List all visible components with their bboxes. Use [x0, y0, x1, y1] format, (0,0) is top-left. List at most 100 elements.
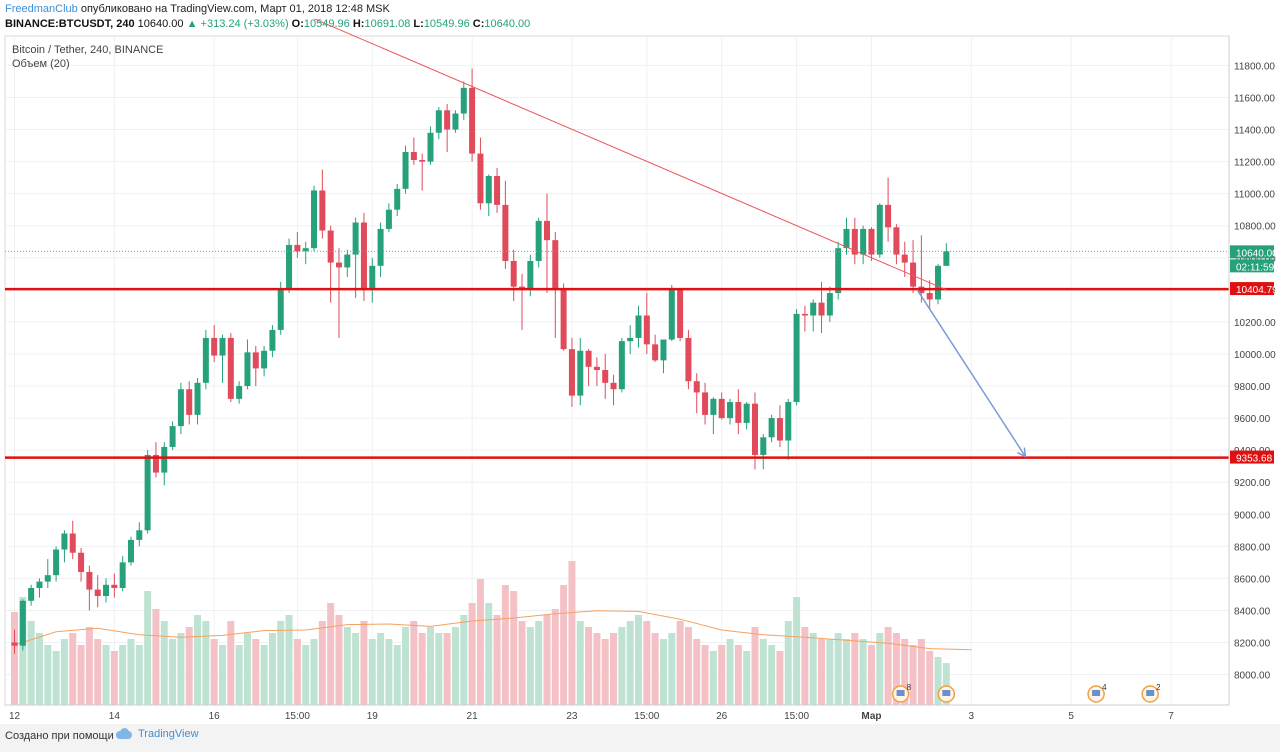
- candle-body: [710, 398, 717, 415]
- tradingview-logo[interactable]: TradingView: [114, 728, 199, 740]
- flag-icon: [1146, 690, 1155, 696]
- level-top-label: 10404.79: [1236, 285, 1278, 296]
- candle-body: [618, 341, 625, 390]
- candle-body: [385, 209, 392, 229]
- candle-body: [668, 289, 675, 340]
- volume-bar: [867, 645, 875, 705]
- candle-body: [194, 382, 201, 415]
- y-tick-label: 9200.00: [1234, 478, 1271, 489]
- x-tick-label: 23: [566, 711, 578, 722]
- volume-bar: [718, 645, 726, 705]
- volume-bar: [235, 645, 243, 705]
- candle-body: [702, 392, 709, 415]
- volume-bar: [843, 639, 850, 705]
- candle-body: [602, 369, 609, 383]
- volume-bar: [293, 639, 301, 705]
- candle-body: [935, 265, 942, 300]
- volume-bar: [684, 627, 692, 705]
- volume-bar: [809, 633, 817, 705]
- low-label: L:: [413, 18, 424, 30]
- volume-bar: [277, 621, 285, 705]
- volume-bar: [601, 639, 609, 705]
- candle-body: [344, 254, 351, 268]
- volume-bar: [776, 651, 784, 705]
- x-tick-label: 21: [467, 711, 479, 722]
- volume-bar: [892, 633, 900, 705]
- volume-bar: [393, 645, 401, 705]
- candle-body: [419, 159, 426, 162]
- x-tick-label: 15:00: [784, 711, 809, 722]
- volume-bar: [701, 645, 709, 705]
- created-with-text: Создано при помощи: [5, 730, 114, 742]
- volume-bar: [926, 651, 934, 705]
- volume-bar: [909, 645, 917, 705]
- candle-body: [718, 398, 725, 419]
- volume-bar: [851, 633, 859, 705]
- volume-bar: [435, 633, 443, 705]
- last-price-label-box: [1230, 245, 1274, 259]
- volume-bar: [219, 645, 226, 705]
- y-tick-label: 8600.00: [1234, 574, 1271, 585]
- tradingview-logo-text: TradingView: [138, 728, 199, 740]
- volume-bar: [876, 633, 884, 705]
- candle-body: [510, 260, 517, 287]
- y-tick-label: 11400.00: [1234, 126, 1275, 137]
- volume-bar: [526, 627, 534, 705]
- volume-bar: [252, 639, 260, 705]
- candle-body: [11, 642, 18, 646]
- author-link[interactable]: FreedmanClub: [5, 3, 78, 15]
- candle-body: [127, 539, 134, 563]
- volume-bar: [119, 645, 127, 705]
- chart-area[interactable]: 11800.00 11600.00 11400.00 11200.00 11000.00…: [0, 0, 1280, 724]
- plot-frame: [4, 35, 1230, 706]
- volume-bar: [135, 645, 143, 705]
- volume-bar: [934, 657, 942, 705]
- candle-body: [768, 418, 775, 438]
- volume-bar: [368, 639, 376, 705]
- trend-line: [314, 18, 947, 291]
- volume-bar: [410, 621, 418, 705]
- candle-body: [560, 289, 567, 350]
- x-tick-label: 5: [1068, 711, 1074, 722]
- volume-bar: [593, 633, 601, 705]
- volume-bar: [451, 627, 459, 705]
- footer-bar: Создано при помощи TradingView: [0, 724, 1280, 752]
- open-label: O:: [291, 18, 304, 30]
- candle-body: [593, 366, 600, 370]
- volume-bar: [834, 633, 842, 705]
- volume-bar: [260, 645, 268, 705]
- volume-bar: [468, 603, 476, 705]
- candle-body: [111, 584, 118, 588]
- x-tick-label: Мар: [861, 711, 881, 722]
- volume-bar: [285, 615, 293, 705]
- candle-body: [169, 426, 176, 447]
- candle-body: [219, 337, 226, 356]
- close-value: 10640.00: [484, 18, 531, 30]
- candle-body: [119, 562, 126, 588]
- volume-bar: [585, 627, 593, 705]
- volume-legend: Объем (20): [12, 58, 70, 70]
- candle-body: [311, 190, 318, 249]
- candle-body: [826, 293, 833, 316]
- volume-bar: [152, 609, 160, 705]
- volume-bar: [69, 633, 77, 705]
- volume-bar: [377, 633, 385, 705]
- volume-ma-line: [14, 610, 972, 651]
- symbol-label[interactable]: BINANCE:BTCUSDT, 240: [5, 18, 135, 30]
- x-tick-label: 16: [209, 711, 221, 722]
- volume-bar: [185, 627, 193, 705]
- candle-body: [244, 352, 251, 387]
- candle-body: [369, 265, 376, 290]
- volume-bar: [493, 615, 501, 705]
- flag-icon: [1092, 690, 1101, 696]
- volume-bar: [635, 615, 642, 705]
- volume-bar: [443, 633, 451, 705]
- volume-bar: [784, 621, 792, 705]
- countdown-label-box: [1230, 259, 1274, 273]
- candle-body: [94, 589, 101, 597]
- candle-body: [36, 581, 43, 588]
- candle-body: [535, 220, 542, 261]
- volume-bar: [510, 591, 518, 705]
- level-bottom-label: 9353.68: [1236, 454, 1273, 465]
- volume-bar: [668, 633, 676, 705]
